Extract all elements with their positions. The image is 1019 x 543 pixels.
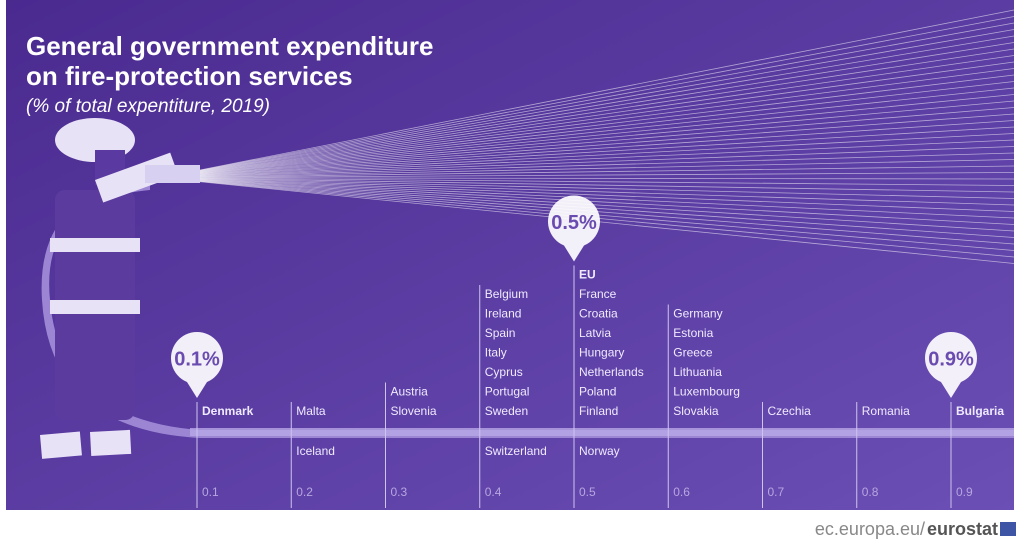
country-label: Croatia <box>579 307 618 321</box>
country-label: Latvia <box>579 326 611 340</box>
country-label: Netherlands <box>579 365 644 379</box>
country-label: Switzerland <box>485 444 547 458</box>
country-label: Greece <box>673 346 713 360</box>
column-heading: EU <box>579 268 596 282</box>
country-label: Spain <box>485 326 516 340</box>
country-label: Romania <box>862 404 910 418</box>
country-label: Norway <box>579 444 620 458</box>
x-tick-label: 0.1 <box>202 485 219 499</box>
country-label: Lithuania <box>673 365 722 379</box>
country-label: Denmark <box>202 404 254 418</box>
country-label: Italy <box>485 346 507 360</box>
x-tick-label: 0.9 <box>956 485 973 499</box>
country-label: Estonia <box>673 326 713 340</box>
country-label: Malta <box>296 404 326 418</box>
source-domain: ec.europa.eu/ <box>815 519 925 539</box>
country-label: Austria <box>391 385 429 399</box>
country-label: Ireland <box>485 307 522 321</box>
country-label: Slovakia <box>673 404 719 418</box>
x-tick-label: 0.4 <box>485 485 502 499</box>
country-label: Cyprus <box>485 365 523 379</box>
country-label: Luxembourg <box>673 385 740 399</box>
country-label: Finland <box>579 404 618 418</box>
x-tick-label: 0.7 <box>768 485 785 499</box>
title-line: on fire-protection services <box>26 61 353 91</box>
country-label: France <box>579 287 617 301</box>
source-brand: eurostat <box>927 519 998 539</box>
country-label: Poland <box>579 385 616 399</box>
country-label: Bulgaria <box>956 404 1004 418</box>
x-tick-label: 0.5 <box>579 485 596 499</box>
country-label: Portugal <box>485 385 530 399</box>
country-label: Hungary <box>579 346 624 360</box>
eu-flag <box>1000 522 1016 536</box>
country-label: Sweden <box>485 404 528 418</box>
callout-label: 0.1% <box>174 348 220 370</box>
country-label: Iceland <box>296 444 335 458</box>
country-label: Czechia <box>768 404 812 418</box>
callout-label: 0.5% <box>551 212 597 234</box>
x-tick-label: 0.2 <box>296 485 313 499</box>
callout-label: 0.9% <box>928 348 974 370</box>
infographic: General government expenditure on fire-p… <box>0 0 1019 543</box>
country-label: Slovenia <box>391 404 437 418</box>
subtitle: (% of total expentiture, 2019) <box>26 96 270 117</box>
x-tick-label: 0.8 <box>862 485 879 499</box>
country-label: Belgium <box>485 287 528 301</box>
axis-band <box>190 428 1014 436</box>
x-tick-label: 0.6 <box>673 485 690 499</box>
country-label: Germany <box>673 307 722 321</box>
x-tick-label: 0.3 <box>391 485 408 499</box>
title-line: General government expenditure <box>26 31 433 61</box>
